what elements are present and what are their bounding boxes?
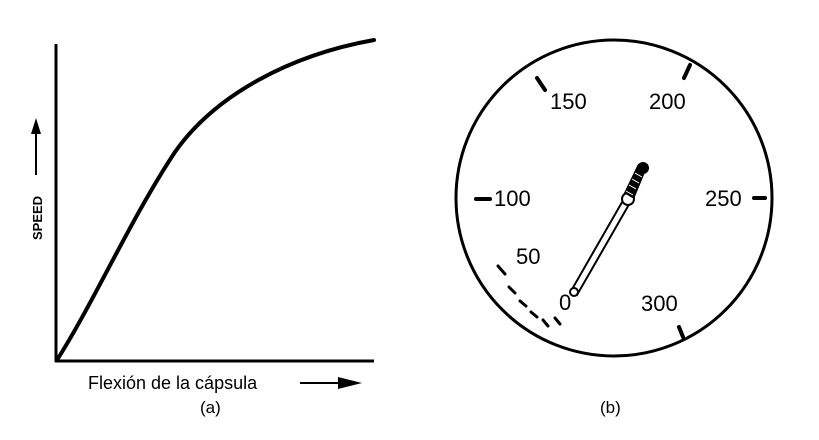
panel-a: SPEED Flexión de la cápsula (a) (30, 38, 376, 417)
dial-label-0: 0 (559, 290, 571, 315)
dial-label-100: 100 (494, 186, 531, 211)
dial-label-300: 300 (641, 291, 678, 316)
tick-300 (677, 325, 685, 339)
x-axis-label: Flexión de la cápsula (88, 373, 258, 393)
dial-label-150: 150 (550, 89, 587, 114)
dial-needle (569, 162, 649, 297)
speed-curve (55, 38, 376, 362)
y-axis-arrow (31, 118, 41, 175)
dial-label-200: 200 (649, 89, 686, 114)
caption-a: (a) (200, 398, 221, 417)
tick-200 (682, 63, 692, 80)
dial-label-50: 50 (516, 244, 540, 269)
dial-label-250: 250 (705, 186, 742, 211)
dial-minor-ticks (496, 264, 562, 328)
y-axis-label: SPEED (30, 196, 45, 240)
x-axis-arrow (300, 377, 362, 389)
panel-b: 0 50 100 150 200 250 300 (b) (454, 38, 774, 417)
dial-major-ticks (474, 63, 767, 339)
caption-b: (b) (600, 398, 621, 417)
tick-150 (535, 76, 547, 92)
dial-face (454, 38, 774, 358)
